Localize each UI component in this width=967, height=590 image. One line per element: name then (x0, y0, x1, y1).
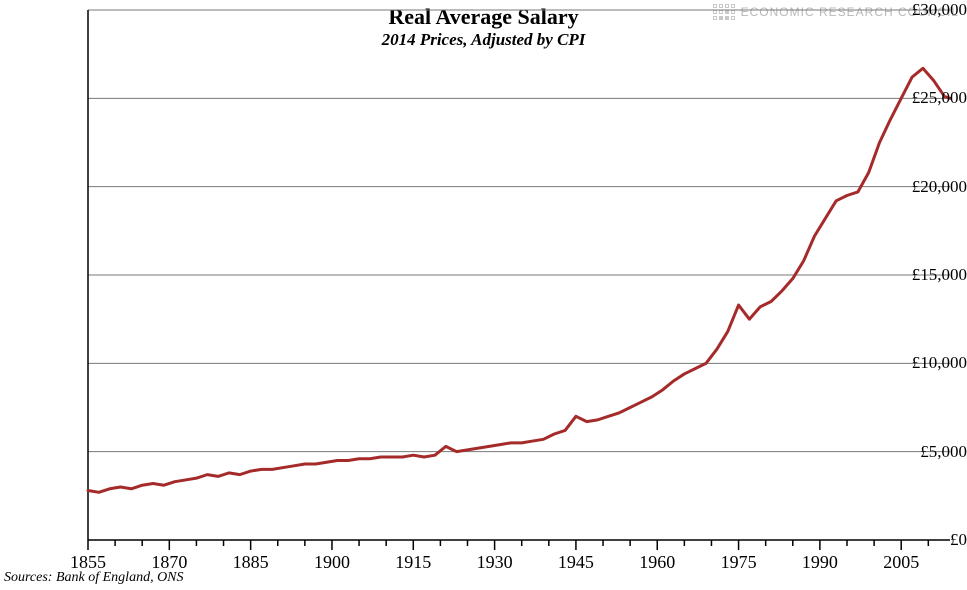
y-tick-label: £15,000 (885, 265, 967, 285)
y-tick-label: £10,000 (885, 353, 967, 373)
x-tick-label: 1930 (477, 552, 513, 573)
x-tick-label: 1885 (233, 552, 269, 573)
x-tick-label: 1945 (558, 552, 594, 573)
x-tick-label: 1990 (802, 552, 838, 573)
x-tick-label: 2005 (883, 552, 919, 573)
y-tick-label: £5,000 (885, 442, 967, 462)
x-tick-label: 1900 (314, 552, 350, 573)
x-tick-label: 1915 (395, 552, 431, 573)
y-tick-label: £25,000 (885, 88, 967, 108)
x-tick-label: 1975 (721, 552, 757, 573)
y-tick-label: £30,000 (885, 0, 967, 20)
y-tick-label: £0 (885, 530, 967, 550)
sources-label: Sources: Bank of England, ONS (4, 570, 184, 586)
y-tick-label: £20,000 (885, 177, 967, 197)
x-tick-label: 1960 (639, 552, 675, 573)
chart-plot (88, 10, 950, 540)
